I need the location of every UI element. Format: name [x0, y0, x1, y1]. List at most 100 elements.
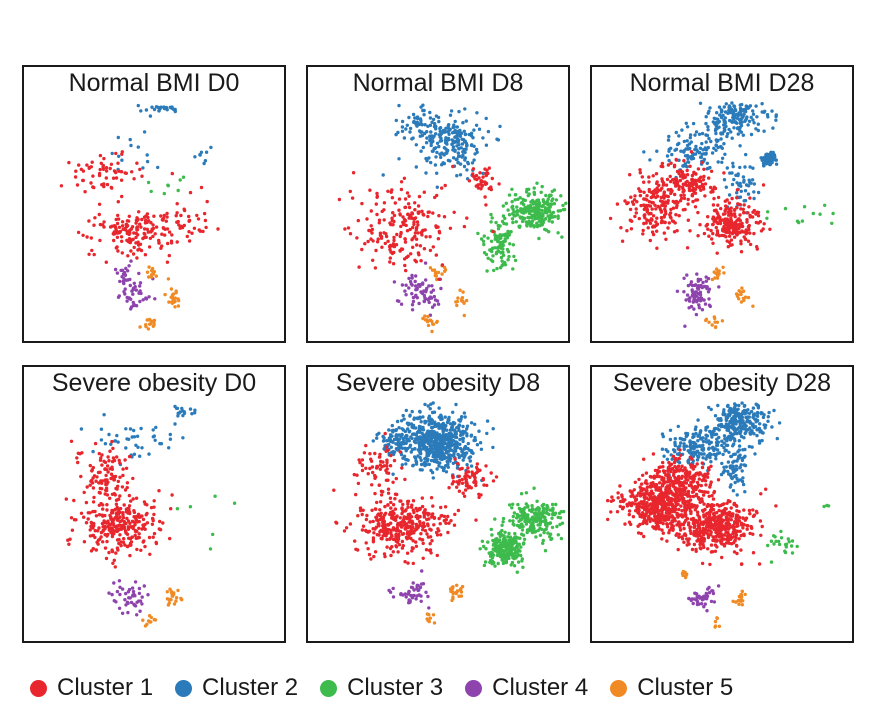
data-point — [489, 258, 493, 262]
data-point — [390, 545, 394, 549]
data-point — [405, 191, 410, 195]
data-point — [693, 205, 698, 209]
data-point — [386, 471, 391, 475]
data-point — [748, 231, 752, 235]
data-point — [175, 202, 179, 206]
data-point — [126, 519, 131, 523]
data-point — [146, 593, 150, 597]
data-point — [735, 196, 739, 200]
data-point — [127, 510, 132, 514]
data-point — [151, 234, 155, 239]
data-point — [407, 115, 411, 120]
data-point — [669, 207, 673, 212]
data-point — [406, 202, 411, 206]
data-point — [499, 552, 503, 556]
data-point — [424, 141, 429, 145]
data-point — [460, 453, 464, 458]
data-point — [489, 220, 493, 224]
data-point — [507, 213, 512, 217]
data-point — [138, 167, 142, 172]
data-point — [480, 539, 485, 543]
data-point — [401, 215, 405, 219]
data-point — [765, 113, 770, 117]
data-point — [375, 436, 379, 440]
panel-title: Normal BMI D8 — [352, 69, 524, 97]
data-point — [494, 475, 499, 479]
data-point — [704, 133, 708, 137]
data-point — [116, 440, 120, 444]
data-point — [698, 146, 703, 150]
data-point — [666, 163, 671, 167]
data-point — [712, 185, 716, 189]
data-point — [632, 198, 637, 202]
data-point — [444, 136, 448, 140]
data-point — [485, 419, 490, 423]
data-point — [397, 426, 401, 430]
data-point — [711, 231, 715, 236]
data-point — [177, 298, 181, 303]
data-point — [421, 108, 425, 113]
series-cluster-3 — [146, 175, 186, 196]
data-point — [474, 147, 479, 152]
data-point — [730, 182, 735, 187]
data-point — [535, 209, 540, 213]
data-point — [422, 190, 426, 194]
data-point — [378, 467, 382, 471]
data-point — [356, 548, 360, 552]
data-point — [719, 206, 723, 211]
data-point — [556, 533, 560, 537]
data-point — [528, 519, 532, 523]
data-point — [390, 423, 394, 428]
data-point — [107, 591, 111, 595]
data-point — [92, 223, 96, 227]
data-point — [743, 403, 747, 408]
data-point — [724, 235, 728, 239]
data-point — [432, 523, 436, 527]
data-point — [732, 177, 736, 182]
data-point — [132, 281, 136, 285]
data-point — [392, 235, 396, 240]
data-point — [507, 193, 512, 197]
data-point — [427, 606, 431, 610]
data-point — [752, 182, 756, 186]
data-point — [506, 541, 511, 545]
data-point — [493, 517, 497, 521]
data-point — [145, 212, 150, 216]
data-point — [417, 301, 421, 306]
data-point — [385, 537, 389, 542]
data-point — [702, 284, 707, 289]
data-point — [729, 130, 733, 134]
data-point — [705, 167, 709, 171]
data-point — [418, 514, 422, 519]
data-point — [437, 214, 441, 218]
data-point — [425, 457, 429, 461]
data-point — [394, 434, 398, 438]
data-point — [407, 194, 411, 198]
data-point — [473, 422, 477, 426]
data-point — [520, 219, 525, 224]
data-point — [413, 279, 417, 284]
data-point — [113, 225, 118, 229]
data-point — [642, 213, 646, 218]
data-point — [131, 526, 135, 531]
data-point — [423, 508, 427, 513]
data-point — [490, 249, 494, 254]
data-point — [176, 588, 180, 593]
data-point — [498, 233, 502, 237]
data-point — [411, 539, 415, 543]
data-point — [475, 443, 480, 447]
data-point — [442, 514, 447, 519]
data-point — [403, 240, 408, 244]
data-point — [432, 435, 437, 440]
data-point — [715, 111, 719, 115]
data-point — [151, 517, 155, 521]
data-point — [716, 121, 720, 125]
data-point — [737, 183, 742, 187]
data-point — [421, 556, 425, 560]
data-point — [529, 200, 533, 204]
data-point — [138, 325, 142, 329]
data-point — [496, 223, 500, 228]
data-point — [117, 154, 121, 158]
data-point — [426, 323, 431, 328]
data-point — [436, 422, 441, 426]
